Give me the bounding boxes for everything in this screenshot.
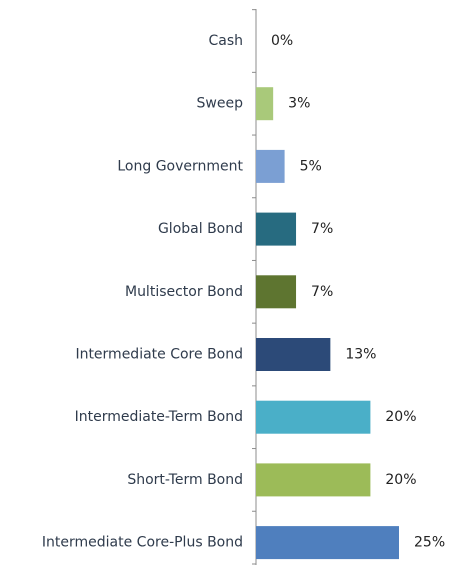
- category-label: Intermediate Core Bond: [75, 347, 243, 363]
- bar: [256, 275, 297, 309]
- bar: [256, 87, 274, 121]
- category-label: Intermediate Core-Plus Bond: [42, 535, 243, 551]
- category-label: Global Bond: [158, 221, 243, 237]
- category-label: Short-Term Bond: [127, 472, 243, 488]
- bar: [256, 526, 399, 560]
- value-label: 25%: [414, 535, 445, 551]
- value-label: 7%: [311, 284, 333, 300]
- bar: [256, 212, 297, 246]
- value-label: 5%: [300, 158, 322, 174]
- value-label: 0%: [271, 33, 293, 49]
- bar: [256, 463, 371, 497]
- category-label: Sweep: [197, 96, 244, 112]
- value-label: 20%: [385, 409, 416, 425]
- category-label: Multisector Bond: [125, 284, 243, 300]
- category-label: Cash: [208, 33, 243, 49]
- value-label: 13%: [345, 347, 376, 363]
- value-label: 3%: [288, 96, 310, 112]
- bar: [256, 149, 285, 183]
- value-label: 7%: [311, 221, 333, 237]
- bar: [256, 400, 371, 434]
- category-label: Intermediate-Term Bond: [75, 409, 243, 425]
- bar: [256, 338, 331, 371]
- category-label: Long Government: [117, 158, 243, 174]
- value-label: 20%: [385, 472, 416, 488]
